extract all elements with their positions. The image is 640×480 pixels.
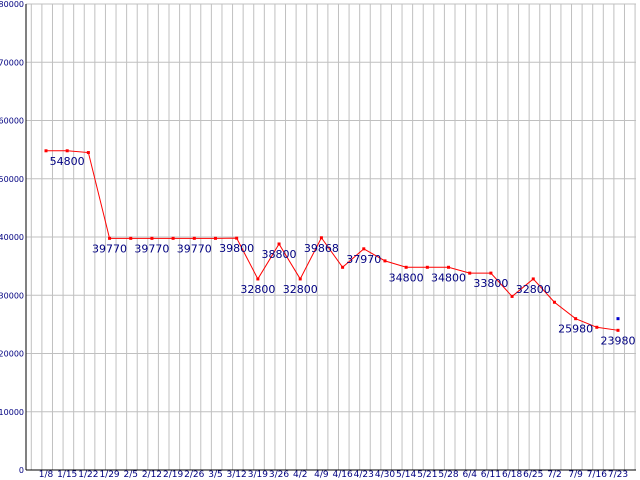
data-point	[171, 236, 175, 240]
x-tick-label: 1/15	[57, 470, 77, 480]
data-point	[574, 317, 578, 321]
data-point	[298, 277, 302, 281]
x-tick-label: 4/16	[332, 470, 352, 480]
x-tick-label: 3/26	[269, 470, 289, 480]
x-tick-label: 4/2	[293, 470, 307, 480]
data-point	[108, 236, 112, 240]
x-tick-label: 1/29	[99, 470, 119, 480]
x-tick-label: 6/18	[502, 470, 522, 480]
grid-lines	[26, 3, 636, 471]
data-point	[425, 265, 429, 269]
data-label: 39770	[92, 242, 127, 255]
x-tick-label: 3/5	[208, 470, 222, 480]
x-tick-label: 4/9	[314, 470, 329, 480]
x-tick-label: 2/12	[142, 470, 162, 480]
data-point	[595, 325, 599, 329]
data-label: 39770	[177, 242, 212, 255]
y-tick-label: 10000	[0, 408, 24, 417]
data-label: 32800	[240, 283, 275, 296]
x-tick-label: 5/28	[438, 470, 458, 480]
data-labels: 54800 39770 39770 39770 39800 32800 38800 32800…	[50, 155, 636, 348]
data-label: 23980	[601, 334, 636, 347]
y-tick-label: 40000	[0, 233, 24, 242]
x-tick-label: 4/23	[354, 470, 374, 480]
y-tick-label: 70000	[0, 58, 24, 67]
x-tick-label: 2/19	[163, 470, 183, 480]
data-label: 32800	[516, 283, 551, 296]
x-tick-label: 4/30	[375, 470, 395, 480]
y-tick-label: 0	[19, 466, 24, 475]
x-tick-label: 7/2	[547, 470, 561, 480]
data-label: 39868	[304, 242, 339, 255]
data-point	[468, 271, 472, 275]
data-point	[213, 236, 217, 240]
data-point	[362, 247, 366, 251]
data-label: 33800	[473, 277, 508, 290]
x-tick-label: 1/22	[78, 470, 98, 480]
data-point	[256, 277, 260, 281]
x-tick-label: 2/26	[184, 470, 204, 480]
data-point	[341, 265, 345, 269]
data-point	[552, 300, 556, 304]
y-tick-label: 30000	[0, 291, 24, 300]
x-tick-label: 7/9	[568, 470, 583, 480]
x-tick-label: 3/19	[248, 470, 268, 480]
data-point	[510, 294, 514, 298]
series-line	[46, 150, 619, 331]
data-label: 34800	[389, 271, 424, 284]
data-label: 37970	[346, 253, 381, 266]
data-point	[150, 236, 154, 240]
data-point	[616, 328, 620, 332]
data-point	[489, 271, 493, 275]
data-point	[129, 236, 133, 240]
x-tick-label: 3/12	[227, 470, 247, 480]
y-tick-label: 60000	[0, 117, 24, 126]
x-tick-label: 7/16	[587, 470, 607, 480]
data-label: 39800	[219, 242, 254, 255]
data-point	[192, 236, 196, 240]
x-tick-label: 6/4	[462, 470, 477, 480]
data-point	[319, 236, 323, 240]
x-tick-label: 5/14	[396, 470, 416, 480]
data-label: 38800	[262, 248, 297, 261]
data-label: 32800	[283, 283, 318, 296]
y-tick-label: 80000	[0, 0, 24, 9]
data-point	[277, 242, 281, 246]
data-point	[404, 265, 408, 269]
series-price	[44, 149, 620, 332]
x-tick-label: 1/8	[39, 470, 54, 480]
data-point	[86, 151, 90, 155]
data-label: 54800	[50, 155, 85, 168]
data-point	[235, 236, 239, 240]
x-tick-label: 6/25	[523, 470, 543, 480]
data-point	[44, 149, 48, 153]
y-axis-ticks: 0 10000 20000 30000 40000 50000 60000 70000 8000…	[0, 0, 24, 475]
data-point	[383, 259, 387, 263]
data-label: 25980	[558, 323, 593, 336]
x-tick-label: 2/5	[123, 470, 137, 480]
data-point	[447, 265, 451, 269]
data-label: 34800	[431, 271, 466, 284]
data-label: 39770	[134, 242, 169, 255]
x-tick-label: 6/11	[481, 470, 501, 480]
x-axis-ticks: 1/8 1/15 1/22 1/29 2/5 2/12 2/19 2/26 3/5 3/12 3/1…	[39, 470, 628, 480]
y-tick-label: 20000	[0, 350, 24, 359]
data-point-extra	[616, 317, 620, 321]
data-point	[65, 149, 69, 153]
x-tick-label: 5/21	[417, 470, 437, 480]
x-tick-label: 7/23	[608, 470, 628, 480]
y-tick-label: 50000	[0, 175, 24, 184]
axes	[25, 4, 636, 471]
data-point	[531, 277, 535, 281]
